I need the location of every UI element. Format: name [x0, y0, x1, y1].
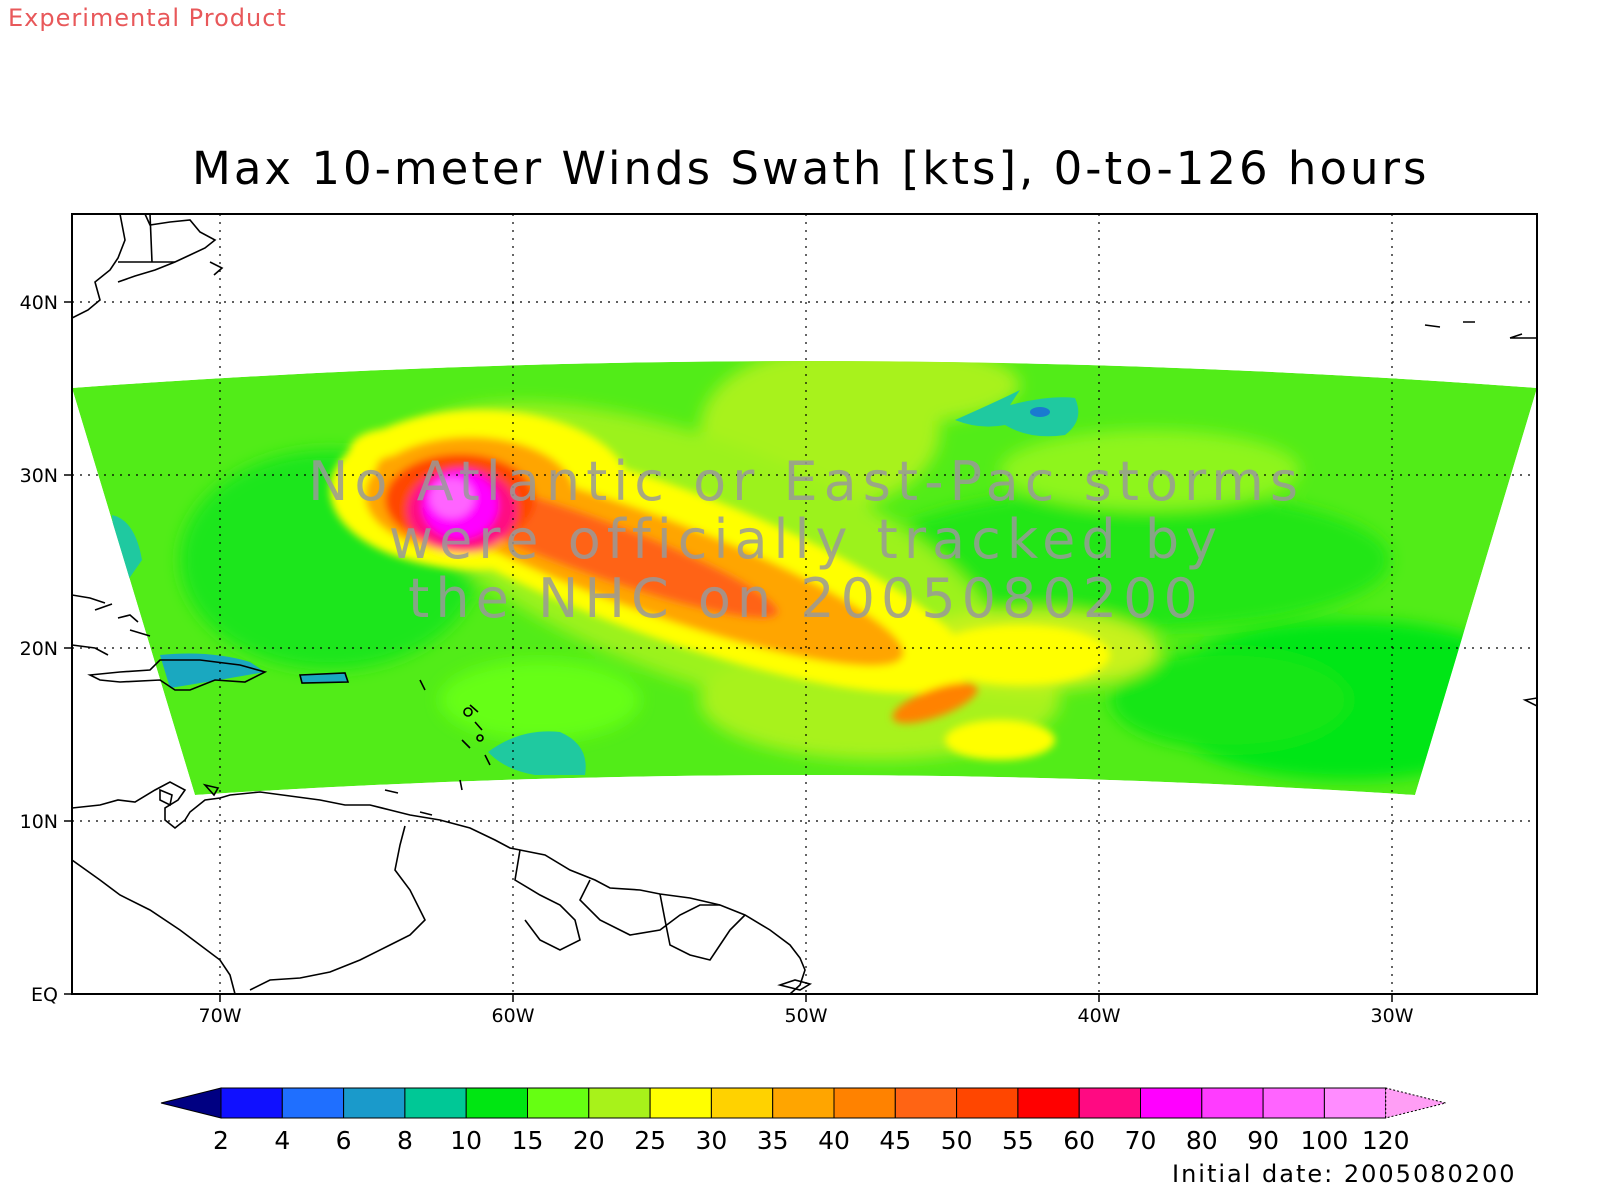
lon-label-50w: 50W — [785, 1005, 828, 1027]
notice-line-1: No Atlantic or East-Pac storms — [308, 450, 1304, 513]
map-gridlines — [72, 214, 1537, 994]
colorbar-label: 80 — [1186, 1126, 1218, 1155]
colorbar-swatch — [1323, 1087, 1387, 1119]
colorbar-label: 2 — [213, 1126, 229, 1155]
colorbar-swatch — [1017, 1087, 1080, 1119]
lon-label-30w: 30W — [1371, 1005, 1414, 1027]
lat-label-10n: 10N — [20, 811, 58, 833]
colorbar-label: 45 — [879, 1126, 911, 1155]
lat-label-40n: 40N — [20, 292, 58, 314]
colorbar-high-arrow — [1385, 1087, 1446, 1119]
colorbar-swatch — [220, 1087, 283, 1119]
colorbar-label: 35 — [757, 1126, 789, 1155]
lat-label-30n: 30N — [20, 465, 58, 487]
colorbar-swatch — [1078, 1087, 1141, 1119]
colorbar-low-arrow — [160, 1087, 222, 1119]
colorbar-label: 10 — [450, 1126, 482, 1155]
colorbar: 2 4 6 8 10 15 20 25 30 35 40 45 50 55 60 70 80 90 100 120 — [160, 1087, 1446, 1155]
colorbar-label: 40 — [818, 1126, 850, 1155]
colorbar-swatch — [404, 1087, 467, 1119]
lon-label-70w: 70W — [199, 1005, 242, 1027]
colorbar-swatch — [343, 1087, 406, 1119]
colorbar-swatch — [833, 1087, 896, 1119]
colorbar-label: 20 — [573, 1126, 605, 1155]
coastlines — [72, 214, 1537, 994]
colorbar-swatch — [1201, 1087, 1264, 1119]
map-frame — [71, 213, 1538, 995]
experimental-product-label: Experimental Product — [8, 4, 287, 32]
colorbar-swatch — [649, 1087, 712, 1119]
notice-line-3: the NHC on 2005080200 — [408, 567, 1204, 630]
colorbar-label: 15 — [512, 1126, 544, 1155]
colorbar-label: 120 — [1362, 1126, 1410, 1155]
colorbar-label: 4 — [274, 1126, 290, 1155]
colorbar-label: 8 — [397, 1126, 413, 1155]
colorbar-label: 50 — [941, 1126, 973, 1155]
colorbar-label: 6 — [336, 1126, 352, 1155]
colorbar-swatch — [588, 1087, 651, 1119]
colorbar-label: 55 — [1002, 1126, 1034, 1155]
colorbar-label: 25 — [634, 1126, 666, 1155]
lat-label-eq: EQ — [31, 984, 58, 1006]
longitude-labels: 70W 60W 50W 40W 30W — [199, 1005, 1414, 1027]
colorbar-swatch — [527, 1087, 590, 1119]
colorbar-swatch — [710, 1087, 774, 1119]
colorbar-label: 90 — [1247, 1126, 1279, 1155]
colorbar-swatch — [1140, 1087, 1203, 1119]
colorbar-label: 100 — [1301, 1126, 1349, 1155]
lon-label-60w: 60W — [492, 1005, 535, 1027]
colorbar-swatch — [772, 1087, 835, 1119]
colorbar-swatch — [281, 1087, 345, 1119]
colorbar-label: 60 — [1063, 1126, 1095, 1155]
colorbar-swatch — [894, 1087, 958, 1119]
colorbar-swatch — [1262, 1087, 1325, 1119]
latitude-labels: 40N 30N 20N 10N EQ — [20, 292, 58, 1006]
colorbar-label: 70 — [1125, 1126, 1157, 1155]
colorbar-swatch — [465, 1087, 529, 1119]
notice-line-2: were officially tracked by — [389, 508, 1223, 571]
no-storms-notice: No Atlantic or East-Pac storms were offi… — [308, 450, 1304, 630]
lat-label-20n: 20N — [20, 638, 58, 660]
colorbar-swatch — [956, 1087, 1019, 1119]
lon-label-40w: 40W — [1078, 1005, 1121, 1027]
colorbar-label: 30 — [695, 1126, 727, 1155]
initial-date: Initial date: 2005080200 — [1172, 1160, 1517, 1188]
